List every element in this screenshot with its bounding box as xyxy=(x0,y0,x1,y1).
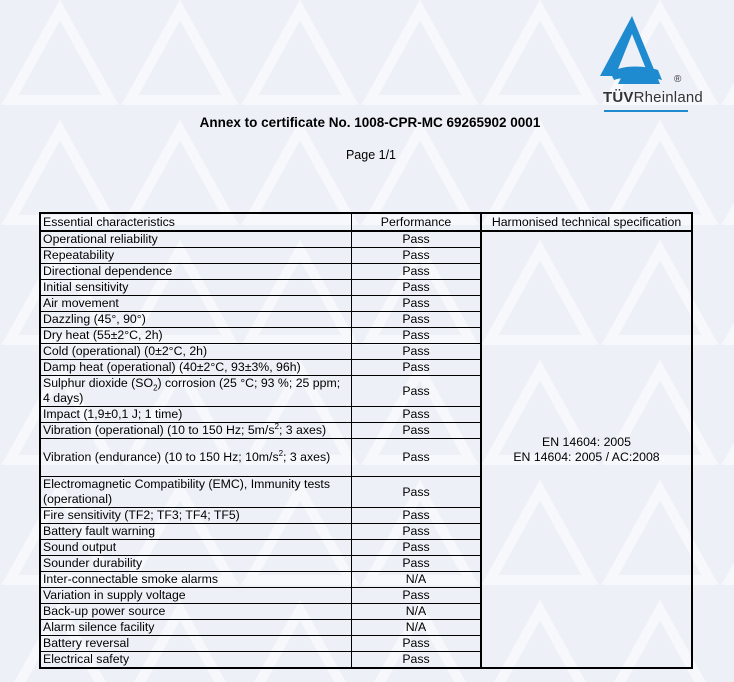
characteristic-script: 2 xyxy=(153,383,158,393)
table-row: Battery reversal Pass xyxy=(39,635,692,652)
table-row: Repeatability Pass xyxy=(39,247,692,264)
characteristic-script: 2 xyxy=(278,448,284,458)
characteristic-text: Vibration (operational) (10 to 150 Hz; 5… xyxy=(43,423,275,437)
brand-name: TÜVRheinland xyxy=(603,89,703,106)
performance-cell: Pass xyxy=(351,247,482,264)
brand-bold: TÜV xyxy=(603,89,634,106)
table-row: Electrical safety Pass xyxy=(39,651,692,669)
performance-cell: Pass xyxy=(351,406,482,423)
table-row: Directional dependence Pass xyxy=(39,263,692,280)
specification-cell: EN 14604: 2005 EN 14604: 2005 / AC:2008 xyxy=(480,230,693,669)
brand-underline xyxy=(604,110,688,112)
table-row: Dry heat (55±2°C, 2h) Pass xyxy=(39,327,692,344)
brand-rest: Rheinland xyxy=(633,89,703,106)
header-performance: Performance xyxy=(351,212,482,232)
performance-cell: Pass xyxy=(351,476,482,508)
characteristic-cell: Dry heat (55±2°C, 2h) xyxy=(39,327,352,344)
characteristic-cell: Electromagnetic Compatibility (EMC), Imm… xyxy=(39,476,352,508)
performance-cell: N/A xyxy=(351,571,482,588)
performance-cell: Pass xyxy=(351,375,482,407)
specification-line: EN 14604: 2005 xyxy=(542,434,631,449)
characteristic-cell: Battery reversal xyxy=(39,635,352,652)
document-title: Annex to certificate No. 1008-CPR-MC 692… xyxy=(199,115,541,130)
characteristic-cell: Impact (1,9±0,1 J; 1 time) xyxy=(39,406,352,423)
characteristic-cell: Damp heat (operational) (40±2°C, 93±3%, … xyxy=(39,359,352,376)
table-row: Vibration (operational) (10 to 150 Hz; 5… xyxy=(39,421,692,439)
performance-cell: Pass xyxy=(351,587,482,604)
performance-cell: Pass xyxy=(351,311,482,328)
tuv-logo-icon xyxy=(600,16,662,84)
characteristic-cell: Sulphur dioxide (SO2) corrosion (25 °C; … xyxy=(39,375,352,407)
table-row: Sulphur dioxide (SO2) corrosion (25 °C; … xyxy=(39,375,692,407)
characteristic-cell: Repeatability xyxy=(39,247,352,264)
characteristic-cell: Battery fault warning xyxy=(39,523,352,540)
characteristic-cell: Back-up power source xyxy=(39,603,352,620)
performance-cell: Pass xyxy=(351,438,482,477)
table-row: Vibration (endurance) (10 to 150 Hz; 10m… xyxy=(39,438,692,477)
characteristic-cell: Vibration (operational) (10 to 150 Hz; 5… xyxy=(39,421,352,439)
table-row: Inter-connectable smoke alarms N/A xyxy=(39,571,692,588)
characteristic-text: ) corrosion (25 °C; 93 %; 25 ppm; 4 days… xyxy=(43,376,341,405)
characteristic-cell: Variation in supply voltage xyxy=(39,587,352,604)
header-specification: Harmonised technical specification xyxy=(480,212,693,232)
performance-cell: Pass xyxy=(351,230,482,248)
performance-cell: Pass xyxy=(351,422,482,439)
table-row: Alarm silence facility N/A xyxy=(39,619,692,636)
table-row: Damp heat (operational) (40±2°C, 93±3%, … xyxy=(39,359,692,376)
performance-cell: Pass xyxy=(351,295,482,312)
characteristics-table: Essential characteristics Performance Ha… xyxy=(39,212,693,669)
characteristic-cell: Inter-connectable smoke alarms xyxy=(39,571,352,588)
characteristic-cell: Operational reliability xyxy=(39,230,352,248)
characteristic-cell: Vibration (endurance) (10 to 150 Hz; 10m… xyxy=(39,438,352,477)
characteristic-script: 2 xyxy=(274,421,279,431)
performance-cell: Pass xyxy=(351,279,482,296)
characteristic-cell: Sounder durability xyxy=(39,555,352,572)
characteristic-cell: Dazzling (45°, 90°) xyxy=(39,311,352,328)
characteristic-cell: Air movement xyxy=(39,295,352,312)
table-row: Sound output Pass xyxy=(39,539,692,556)
table-row: Battery fault warning Pass xyxy=(39,523,692,540)
performance-cell: Pass xyxy=(351,507,482,524)
characteristic-cell: Alarm silence facility xyxy=(39,619,352,636)
characteristic-cell: Cold (operational) (0±2°C, 2h) xyxy=(39,343,352,360)
performance-cell: Pass xyxy=(351,359,482,376)
characteristic-cell: Directional dependence xyxy=(39,263,352,280)
characteristic-cell: Sound output xyxy=(39,539,352,556)
characteristic-cell: Electrical safety xyxy=(39,651,352,669)
page-number: Page 1/1 xyxy=(345,148,397,162)
performance-cell: Pass xyxy=(351,343,482,360)
header-characteristics: Essential characteristics xyxy=(39,212,352,232)
performance-cell: Pass xyxy=(351,523,482,540)
characteristic-text: Sulphur dioxide (SO xyxy=(43,376,154,390)
performance-cell: N/A xyxy=(351,603,482,620)
performance-cell: Pass xyxy=(351,555,482,572)
characteristic-cell: Fire sensitivity (TF2; TF3; TF4; TF5) xyxy=(39,507,352,524)
performance-cell: Pass xyxy=(351,263,482,280)
performance-cell: Pass xyxy=(351,327,482,344)
characteristic-text: ; 3 axes) xyxy=(278,423,327,437)
specification-line: EN 14604: 2005 / AC:2008 xyxy=(513,449,660,464)
performance-cell: N/A xyxy=(351,619,482,636)
table-row: Operational reliability Pass EN 14604: 200… xyxy=(39,230,693,669)
performance-cell: Pass xyxy=(351,651,482,669)
table-row: Air movement Pass xyxy=(39,295,692,312)
characteristic-text: Vibration (endurance) (10 to 150 Hz; 10m… xyxy=(43,450,279,464)
table-header-row: Essential characteristics Performance Ha… xyxy=(39,212,693,232)
performance-cell: Pass xyxy=(351,539,482,556)
characteristic-cell: Initial sensitivity xyxy=(39,279,352,296)
performance-cell: Pass xyxy=(351,635,482,652)
registered-mark: ® xyxy=(674,74,682,85)
characteristic-text: ; 3 axes) xyxy=(283,450,331,464)
